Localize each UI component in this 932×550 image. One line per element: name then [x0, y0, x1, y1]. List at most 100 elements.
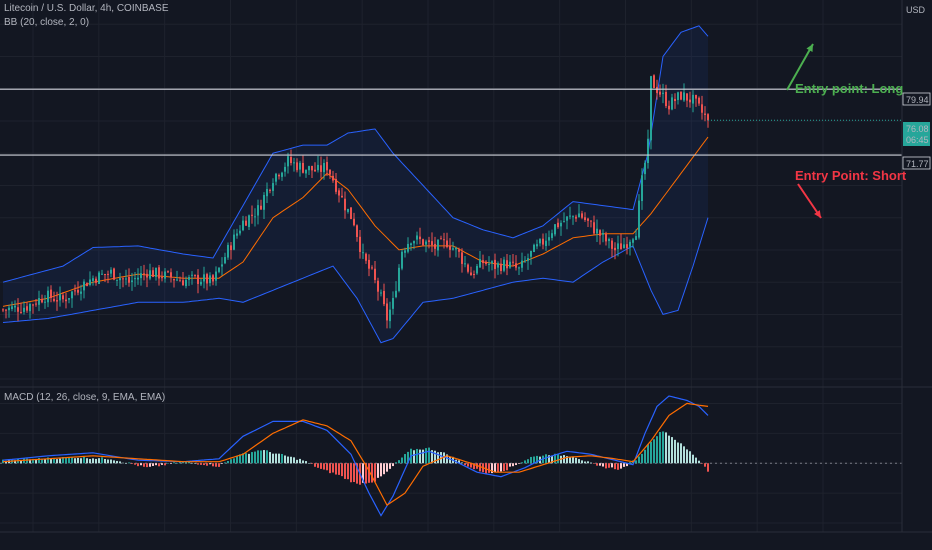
candle-body	[677, 92, 679, 101]
candle-body	[365, 253, 367, 261]
candle	[23, 301, 25, 315]
candle	[533, 243, 535, 253]
candle	[41, 294, 43, 304]
candle	[278, 173, 280, 180]
candle-body	[590, 220, 592, 222]
macd-histogram-bar	[566, 456, 568, 464]
candle-body	[164, 271, 166, 279]
macd-histogram-bar	[83, 456, 85, 464]
macd-histogram-bar	[512, 463, 514, 467]
macd-histogram-bar	[461, 462, 463, 464]
candle	[209, 272, 211, 287]
candle-body	[551, 233, 553, 238]
macd-histogram-bar	[20, 460, 22, 464]
candle	[338, 188, 340, 203]
macd-histogram-bar	[557, 453, 559, 464]
macd-histogram-bar	[59, 458, 61, 464]
candle	[14, 300, 16, 313]
macd-histogram-bar	[116, 460, 118, 464]
short-arrow-icon	[797, 183, 822, 219]
candle	[221, 257, 223, 276]
candle	[224, 252, 226, 265]
macd-histogram-bar	[89, 458, 91, 464]
macd-histogram-bar	[668, 435, 670, 464]
candle	[62, 292, 64, 303]
candle-body	[326, 162, 328, 171]
candle-body	[287, 156, 289, 167]
candle-body	[554, 224, 556, 235]
candle-body	[680, 91, 682, 100]
candle-body	[614, 247, 616, 251]
macd-histogram-bar	[470, 463, 472, 468]
candle	[101, 269, 103, 275]
macd-histogram-bar	[464, 463, 466, 466]
macd-histogram-bar	[620, 463, 622, 469]
candle	[623, 238, 625, 249]
macd-histogram-bar	[338, 463, 340, 475]
candle	[512, 254, 514, 267]
candle-body	[236, 233, 238, 236]
candle-body	[704, 113, 706, 115]
macd-histogram-bar	[35, 459, 37, 464]
macd-legend[interactable]: MACD (12, 26, close, 9, EMA, EMA)	[4, 392, 165, 403]
candle-body	[155, 267, 157, 277]
macd-histogram-bar	[416, 448, 418, 464]
candle-body	[212, 275, 214, 282]
symbol-legend[interactable]: Litecoin / U.S. Dollar, 4h, COINBASE	[4, 3, 169, 14]
candle-body	[311, 165, 313, 171]
candle	[482, 254, 484, 270]
bb-legend[interactable]: BB (20, close, 2, 0)	[4, 17, 89, 28]
macd-histogram-bar	[647, 444, 649, 464]
candle-body	[263, 195, 265, 210]
candle	[434, 236, 436, 256]
candle	[266, 182, 268, 204]
candle	[146, 269, 148, 288]
candle-body	[176, 279, 178, 281]
candle	[77, 281, 79, 296]
candle-body	[182, 280, 184, 286]
candle-body	[632, 239, 634, 243]
candle-body	[644, 162, 646, 175]
macd-histogram-bar	[341, 463, 343, 477]
macd-histogram-bar	[215, 463, 217, 467]
candle	[614, 242, 616, 260]
candle-body	[527, 258, 529, 261]
macd-histogram-bar	[398, 460, 400, 464]
candle	[371, 265, 373, 270]
macd-histogram-bar	[434, 450, 436, 464]
candle-body	[572, 216, 574, 218]
horizontal-levels[interactable]	[0, 88, 902, 156]
candle-body	[407, 243, 409, 252]
candle	[38, 290, 40, 312]
candle	[323, 159, 325, 180]
macd-histogram-bar	[692, 454, 694, 464]
candle	[494, 253, 496, 279]
candle-body	[239, 230, 241, 234]
macd-histogram-bar	[113, 460, 115, 464]
candle-body	[641, 175, 643, 202]
candle-body	[137, 277, 139, 280]
candle	[137, 268, 139, 285]
macd-histogram-bar	[506, 463, 508, 471]
candle	[269, 188, 271, 194]
candle	[365, 252, 367, 264]
candle-body	[335, 178, 337, 192]
macd-histogram-bar	[602, 463, 604, 467]
macd-histogram-bar	[50, 458, 52, 464]
macd-histogram-bar	[638, 456, 640, 464]
macd-histogram-bar	[362, 463, 364, 483]
macd-histogram-bar	[593, 463, 595, 464]
candle	[548, 230, 550, 246]
candle	[284, 162, 286, 177]
candle-body	[389, 309, 391, 322]
candle-body	[47, 290, 49, 303]
candle-body	[464, 263, 466, 265]
candle-body	[455, 247, 457, 250]
candle-body	[350, 207, 352, 219]
candle	[701, 95, 703, 120]
macd-histogram-bar	[173, 462, 175, 464]
macd-histogram-bar	[179, 461, 181, 464]
candle-body	[323, 162, 325, 173]
candle	[653, 74, 655, 89]
